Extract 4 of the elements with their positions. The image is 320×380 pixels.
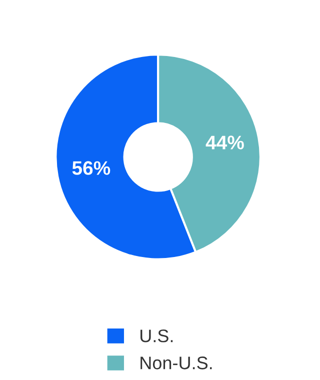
data-label: 44% (206, 136, 244, 150)
data-label: 56% (72, 161, 110, 175)
legend-label: Non-U.S. (140, 356, 212, 370)
legend-label: U.S. (140, 330, 173, 342)
